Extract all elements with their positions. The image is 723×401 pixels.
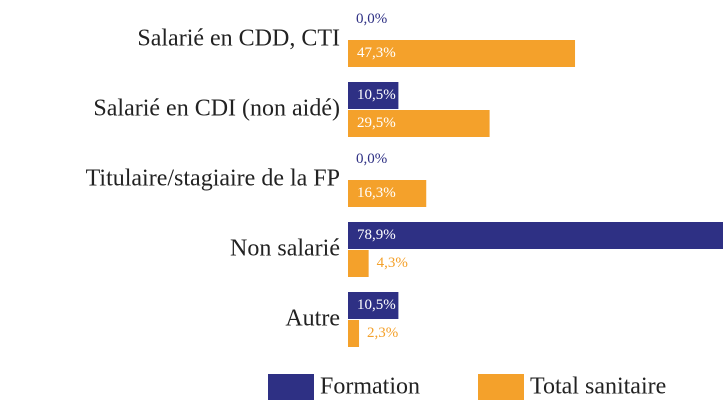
bar [348, 110, 490, 137]
value-label: 10,5% [357, 297, 396, 313]
value-label: 78,9% [357, 227, 396, 243]
value-label: 47,3% [357, 45, 396, 61]
legend-label: Formation [320, 374, 420, 400]
bar [348, 82, 399, 109]
bar [348, 40, 576, 67]
value-label: 10,5% [357, 87, 396, 103]
legend-label: Total sanitaire [530, 374, 666, 400]
bar [348, 180, 427, 207]
category-label: Non salarié [230, 236, 340, 262]
category-label: Titulaire/stagiaire de la FP [86, 166, 340, 192]
value-label: 0,0% [356, 11, 387, 27]
category-label: Salarié en CDD, CTI [137, 26, 340, 52]
value-label: 2,3% [367, 325, 398, 341]
bar [348, 222, 723, 249]
value-label: 4,3% [377, 255, 408, 271]
bar [348, 320, 360, 347]
category-label: Autre [285, 306, 340, 332]
value-label: 29,5% [357, 115, 396, 131]
category-label: Salarié en CDI (non aidé) [93, 96, 340, 122]
legend-swatch [268, 374, 314, 400]
legend-swatch [478, 374, 524, 400]
value-label: 0,0% [356, 151, 387, 167]
value-label: 16,3% [357, 185, 396, 201]
bar [348, 292, 399, 319]
bar [348, 250, 369, 277]
